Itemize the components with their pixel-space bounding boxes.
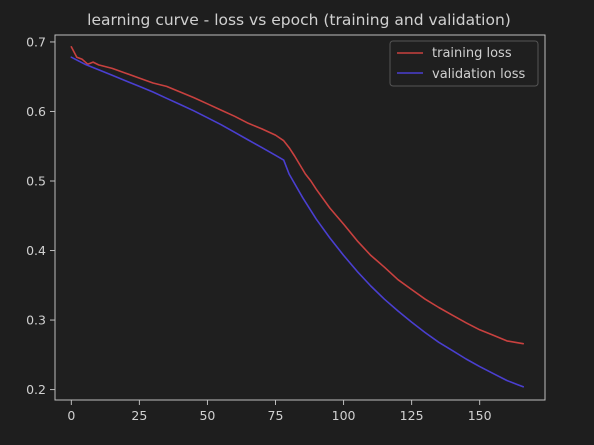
legend: training loss validation loss — [389, 40, 539, 87]
x-axis: 0 25 50 75 100 125 150 — [67, 400, 492, 423]
x-tick-label: 125 — [400, 408, 424, 423]
x-tick-label: 25 — [131, 408, 147, 423]
series-layer — [70, 45, 525, 388]
y-tick-label: 0.6 — [26, 104, 46, 119]
legend-label-validation: validation loss — [432, 67, 525, 82]
plot-area — [55, 35, 545, 400]
x-tick-label: 50 — [199, 408, 215, 423]
y-tick-label: 0.3 — [26, 313, 46, 328]
axes-frame — [54, 34, 546, 401]
x-tick-label: 75 — [268, 408, 284, 423]
series-line-training — [70, 45, 525, 345]
y-tick-label: 0.5 — [26, 174, 46, 189]
x-tick-label: 100 — [332, 408, 356, 423]
legend-box — [389, 40, 539, 87]
x-tick-label: 150 — [468, 408, 492, 423]
y-axis: 0.2 0.3 0.4 0.5 0.6 0.7 — [26, 34, 55, 397]
y-tick-label: 0.4 — [26, 243, 46, 258]
x-tick-label: 0 — [67, 408, 75, 423]
legend-label-training: training loss — [432, 46, 512, 61]
series-line-validation — [70, 56, 525, 388]
y-tick-label: 0.7 — [26, 34, 46, 49]
y-tick-label: 0.2 — [26, 382, 46, 397]
chart-title: learning curve - loss vs epoch (training… — [87, 11, 511, 29]
